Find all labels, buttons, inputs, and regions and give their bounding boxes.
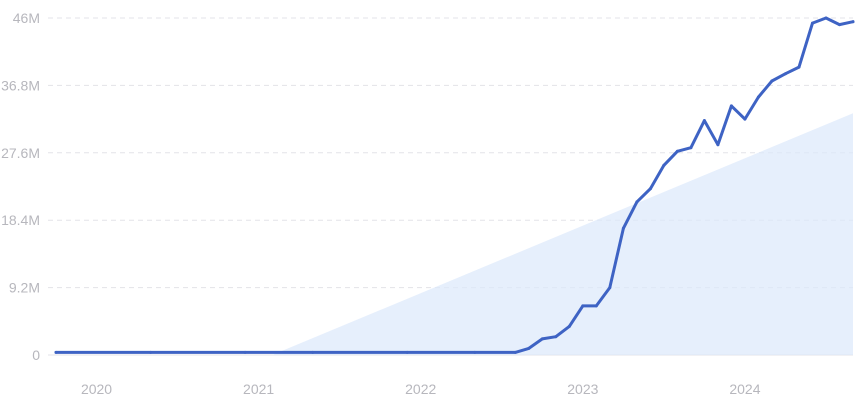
data-point — [243, 350, 247, 354]
data-point — [675, 149, 679, 153]
data-point — [567, 324, 571, 328]
data-points — [54, 16, 855, 354]
y-tick-label: 46M — [13, 10, 40, 26]
data-point — [635, 200, 639, 204]
data-point — [716, 143, 720, 147]
data-point — [621, 226, 625, 230]
data-point — [784, 72, 787, 76]
data-point — [608, 286, 612, 290]
y-tick-label: 9.2M — [9, 280, 40, 296]
data-point — [662, 163, 666, 167]
data-point — [824, 16, 828, 20]
x-tick-label: 2022 — [405, 381, 436, 397]
data-point — [729, 104, 733, 108]
data-point — [540, 337, 544, 341]
series-line — [54, 16, 855, 354]
x-tick-label: 2024 — [729, 381, 760, 397]
data-point — [581, 304, 585, 308]
data-point — [527, 346, 531, 350]
y-tick-label: 18.4M — [1, 212, 40, 228]
x-axis-labels: 2020 2021 2022 2023 2024 — [81, 381, 761, 397]
data-point — [797, 65, 801, 69]
data-point — [689, 146, 693, 150]
data-point — [770, 79, 774, 83]
x-tick-label: 2023 — [567, 381, 598, 397]
data-point — [594, 304, 598, 308]
data-point — [405, 350, 409, 354]
data-point — [851, 20, 855, 24]
y-tick-label: 36.8M — [1, 77, 40, 93]
data-point — [838, 23, 841, 27]
trend-area — [272, 113, 853, 355]
data-point — [811, 21, 814, 25]
data-point — [513, 350, 517, 354]
x-tick-label: 2020 — [81, 381, 112, 397]
data-point — [311, 350, 315, 354]
data-point — [743, 117, 747, 121]
data-point — [756, 95, 760, 99]
data-point — [54, 350, 58, 354]
x-tick-label: 2021 — [243, 381, 274, 397]
data-point — [648, 187, 652, 191]
data-point — [554, 335, 558, 339]
data-point — [702, 119, 706, 123]
y-axis-labels: 0 9.2M 18.4M 27.6M 36.8M 46M — [1, 10, 40, 363]
data-point — [149, 350, 153, 354]
data-point — [473, 350, 477, 354]
y-tick-label: 0 — [32, 347, 40, 363]
y-tick-label: 27.6M — [1, 145, 40, 161]
